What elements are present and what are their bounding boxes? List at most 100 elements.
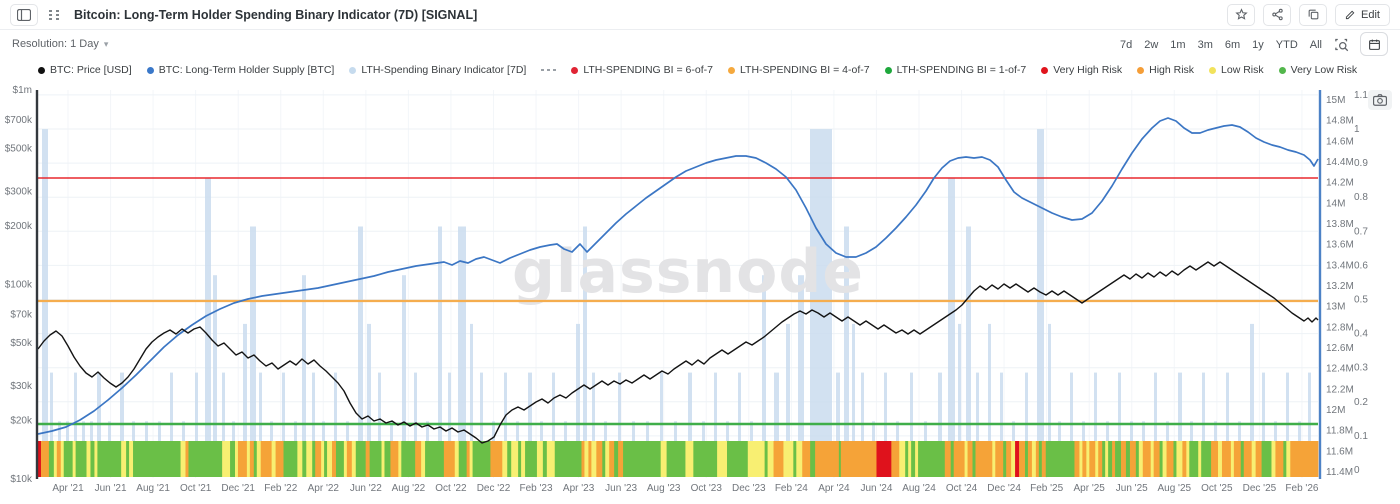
risk-heatmap-segment [915, 441, 919, 477]
calendar-button[interactable] [1360, 32, 1388, 56]
legend-item-8[interactable]: High Risk [1137, 64, 1194, 76]
legend-item-4[interactable]: LTH-SPENDING BI = 6-of-7 [571, 64, 713, 76]
risk-heatmap-segment [1095, 441, 1099, 477]
risk-heatmap-segment [275, 441, 284, 477]
risk-heatmap-segment [1159, 441, 1163, 477]
risk-heatmap-segment [1207, 441, 1212, 477]
range-button-6m[interactable]: 6m [1219, 36, 1246, 54]
binary-axis-label: 0.7 [1354, 226, 1368, 237]
range-button-all[interactable]: All [1304, 36, 1328, 54]
binary-indicator-bar [358, 226, 363, 477]
risk-heatmap-segment [133, 441, 181, 477]
legend-dot [1209, 66, 1217, 74]
legend-item-10[interactable]: Very Low Risk [1278, 64, 1357, 76]
legend-label: Very High Risk [1053, 64, 1123, 76]
risk-heatmap-segment [693, 441, 718, 477]
risk-heatmap-segment [685, 441, 694, 477]
risk-heatmap-segment [90, 441, 95, 477]
share-button[interactable] [1263, 3, 1292, 26]
range-button-1y[interactable]: 1y [1246, 36, 1270, 54]
risk-heatmap-segment [38, 441, 42, 477]
risk-heatmap-segment [466, 441, 471, 477]
risk-heatmap-segment [876, 441, 892, 477]
legend-label: Low Risk [1221, 64, 1264, 76]
chart-area[interactable]: Apr '21 Jun '21 Aug '21 Oct '21 Dec '21 Feb '… [0, 82, 1400, 504]
share-icon [1271, 8, 1283, 21]
risk-heatmap-segment [126, 441, 130, 477]
edit-button-label: Edit [1361, 8, 1380, 21]
resolution-dropdown[interactable]: Resolution: 1 Day ▾ [12, 38, 108, 50]
range-button-2w[interactable]: 2w [1138, 36, 1164, 54]
range-button-7d[interactable]: 7d [1114, 36, 1138, 54]
risk-heatmap-segment [1135, 441, 1140, 477]
supply-axis-label: 13.6M [1326, 240, 1354, 251]
range-buttons: 7d 2w 1m 3m 6m 1y YTD All [1114, 32, 1388, 56]
risk-heatmap-segment [1045, 441, 1075, 477]
risk-heatmap-segment [121, 441, 127, 477]
range-button-ytd[interactable]: YTD [1270, 36, 1304, 54]
price-axis-label: $300k [5, 187, 33, 198]
supply-axis-label: 11.8M [1326, 426, 1353, 437]
x-axis-label: Feb '25 [1030, 483, 1063, 494]
risk-heatmap-segment [97, 441, 122, 477]
risk-heatmap-segment [1003, 441, 1007, 477]
screenshot-camera-button[interactable] [1368, 90, 1392, 110]
risk-heatmap-segment [346, 441, 353, 477]
risk-heatmap-segment [1011, 441, 1016, 477]
risk-heatmap-segment [995, 441, 1004, 477]
binary-indicator-bar [1037, 129, 1044, 477]
risk-heatmap-segment [810, 441, 816, 477]
risk-heatmap-segment [525, 441, 538, 477]
price-axis-label: $200k [5, 221, 33, 232]
legend-item-0[interactable]: BTC: Price [USD] [38, 64, 132, 76]
legend-item-7[interactable]: Very High Risk [1041, 64, 1122, 76]
risk-heatmap-segment [297, 441, 303, 477]
x-axis-label: Aug '25 [1157, 483, 1191, 494]
binary-indicator-bar [762, 275, 766, 477]
binary-indicator-bar [583, 226, 587, 477]
binary-indicator-bar [213, 275, 217, 477]
chevron-down-icon: ▾ [103, 38, 109, 49]
legend-item-9[interactable]: Low Risk [1209, 64, 1264, 76]
zoom-area-button[interactable] [1330, 34, 1352, 54]
binary-indicator-bar [458, 226, 466, 477]
legend-item-3[interactable] [541, 69, 557, 71]
risk-heatmap-segment [891, 441, 900, 477]
risk-heatmap-segment [1211, 441, 1219, 477]
risk-heatmap-segment [596, 441, 603, 477]
binary-indicator-bar [1250, 323, 1254, 477]
compare-metrics-icon[interactable] [46, 7, 62, 23]
risk-heatmap-segment [306, 441, 313, 477]
favorite-star-button[interactable] [1227, 3, 1256, 26]
legend-label: BTC: Price [USD] [50, 64, 132, 76]
risk-heatmap-segment [180, 441, 186, 477]
range-button-3m[interactable]: 3m [1192, 36, 1219, 54]
sidebar-toggle-button[interactable] [10, 3, 38, 26]
x-axis-label: Dec '22 [477, 483, 511, 494]
supply-axis-label: 11.6M [1326, 446, 1353, 457]
supply-axis-label: 13.4M [1326, 260, 1354, 271]
risk-heatmap-segment [351, 441, 357, 477]
edit-button[interactable]: Edit [1335, 3, 1390, 26]
legend-item-6[interactable]: LTH-SPENDING BI = 1-of-7 [884, 64, 1026, 76]
copy-button[interactable] [1299, 3, 1328, 26]
x-axis-label: Apr '25 [1074, 483, 1106, 494]
risk-heatmap-segment [1173, 441, 1177, 477]
binary-indicator-bar [844, 226, 849, 477]
range-button-1m[interactable]: 1m [1164, 36, 1191, 54]
x-axis-label: Oct '23 [691, 483, 723, 494]
legend-item-5[interactable]: LTH-SPENDING BI = 4-of-7 [727, 64, 870, 76]
risk-heatmap-segment [327, 441, 333, 477]
risk-heatmap-segment [1079, 441, 1083, 477]
supply-axis-label: 11.4M [1326, 467, 1353, 478]
x-axis-label: Oct '24 [946, 483, 978, 494]
series-line [37, 261, 1319, 444]
risk-heatmap-segment [1251, 441, 1257, 477]
chart-canvas[interactable]: Apr '21 Jun '21 Aug '21 Oct '21 Dec '21 Feb '… [0, 82, 1400, 504]
star-icon [1234, 8, 1248, 20]
supply-axis-label: 12.4M [1326, 364, 1354, 375]
risk-heatmap-segment [1031, 441, 1037, 477]
legend-item-1[interactable]: BTC: Long-Term Holder Supply [BTC] [146, 64, 334, 76]
legend-item-2[interactable]: LTH-Spending Binary Indicator [7D] [349, 64, 526, 76]
x-axis-label: Feb '26 [1285, 483, 1318, 494]
